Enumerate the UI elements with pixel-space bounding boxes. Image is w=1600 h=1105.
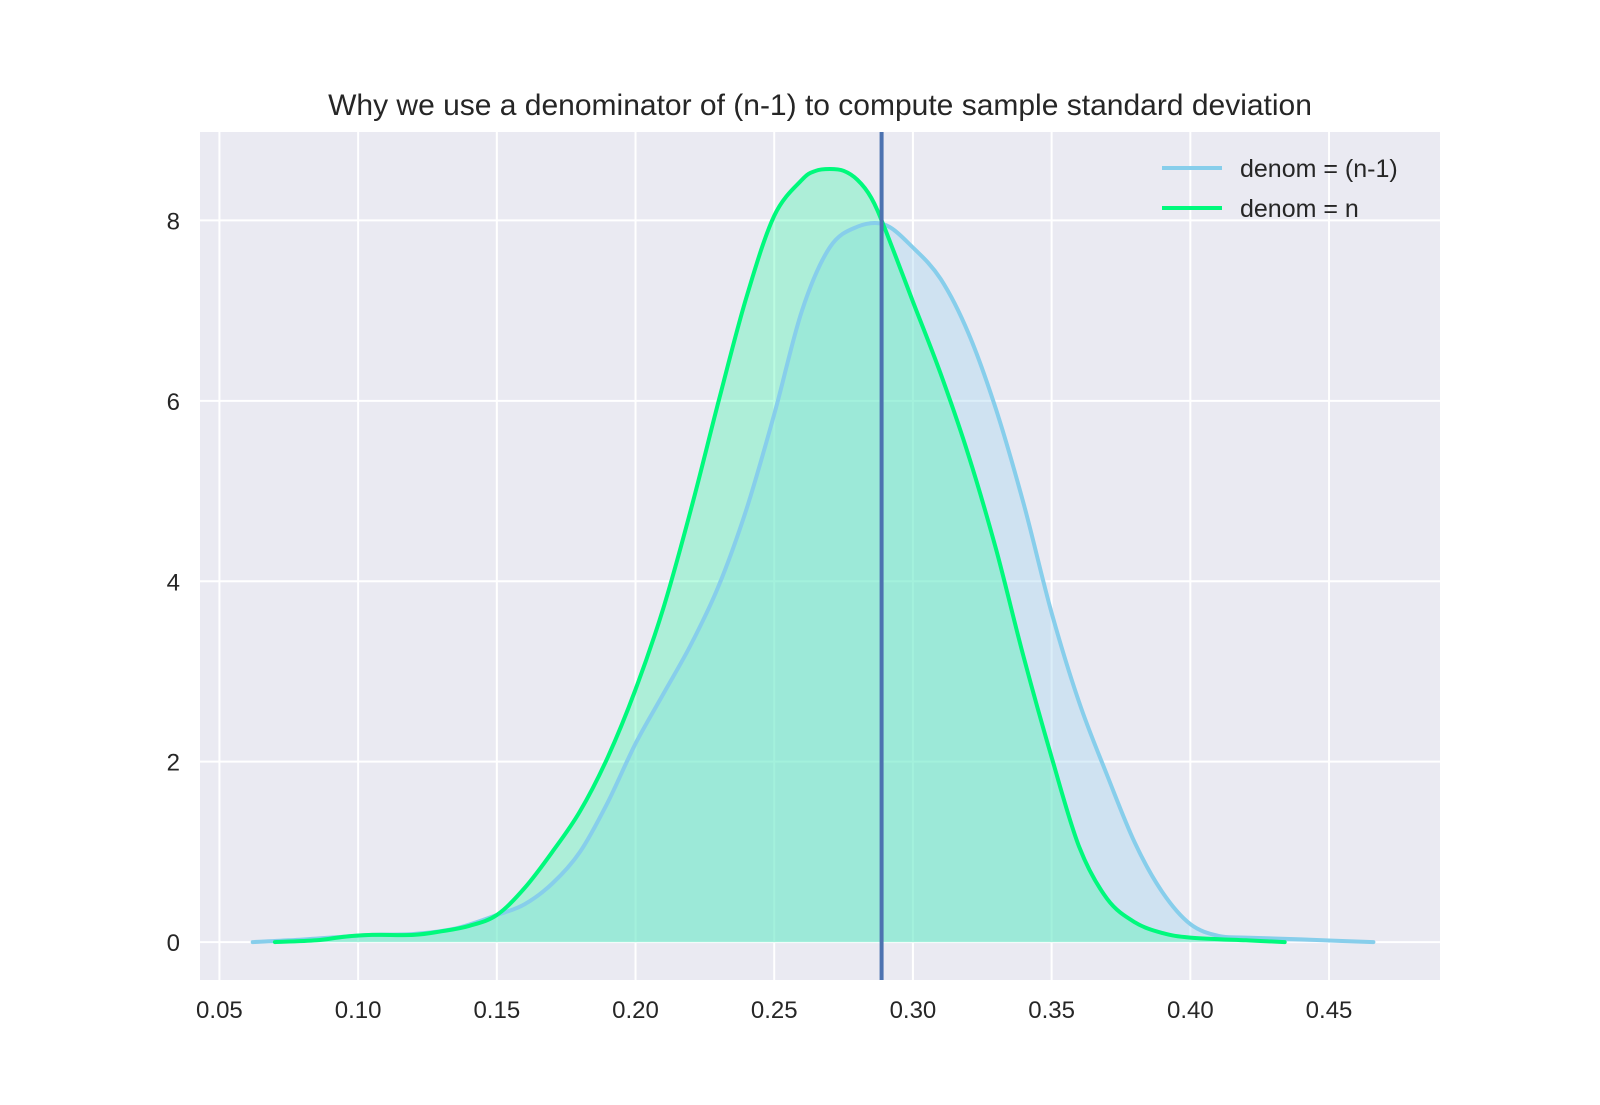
series-denom-n-line	[272, 167, 1287, 945]
x-tick-label: 0.40	[1167, 997, 1214, 1024]
y-tick-label: 8	[167, 208, 180, 235]
x-tick-label: 0.05	[196, 997, 243, 1024]
x-tick-label: 0.25	[751, 997, 798, 1024]
plot-area	[200, 132, 1440, 980]
chart-title: Why we use a denominator of (n-1) to com…	[328, 89, 1312, 122]
y-tick-label: 6	[167, 389, 180, 416]
y-tick-label: 0	[167, 930, 180, 957]
x-tick-label: 0.10	[335, 997, 382, 1024]
y-tick-label: 2	[167, 750, 180, 777]
legend: denom = (n-1) denom = n	[1162, 155, 1398, 223]
x-tick-label: 0.45	[1306, 997, 1353, 1024]
x-tick-label: 0.20	[612, 997, 659, 1024]
legend-label: denom = (n-1)	[1240, 155, 1398, 183]
y-tick-label: 4	[167, 569, 180, 596]
series-denom-n-area	[274, 169, 1285, 943]
series-denom-n-minus-1-area	[252, 222, 1374, 943]
x-tick-label: 0.15	[473, 997, 520, 1024]
x-tick-label: 0.30	[890, 997, 937, 1024]
x-tick-label: 0.35	[1028, 997, 1075, 1024]
legend-label: denom = n	[1240, 195, 1359, 223]
